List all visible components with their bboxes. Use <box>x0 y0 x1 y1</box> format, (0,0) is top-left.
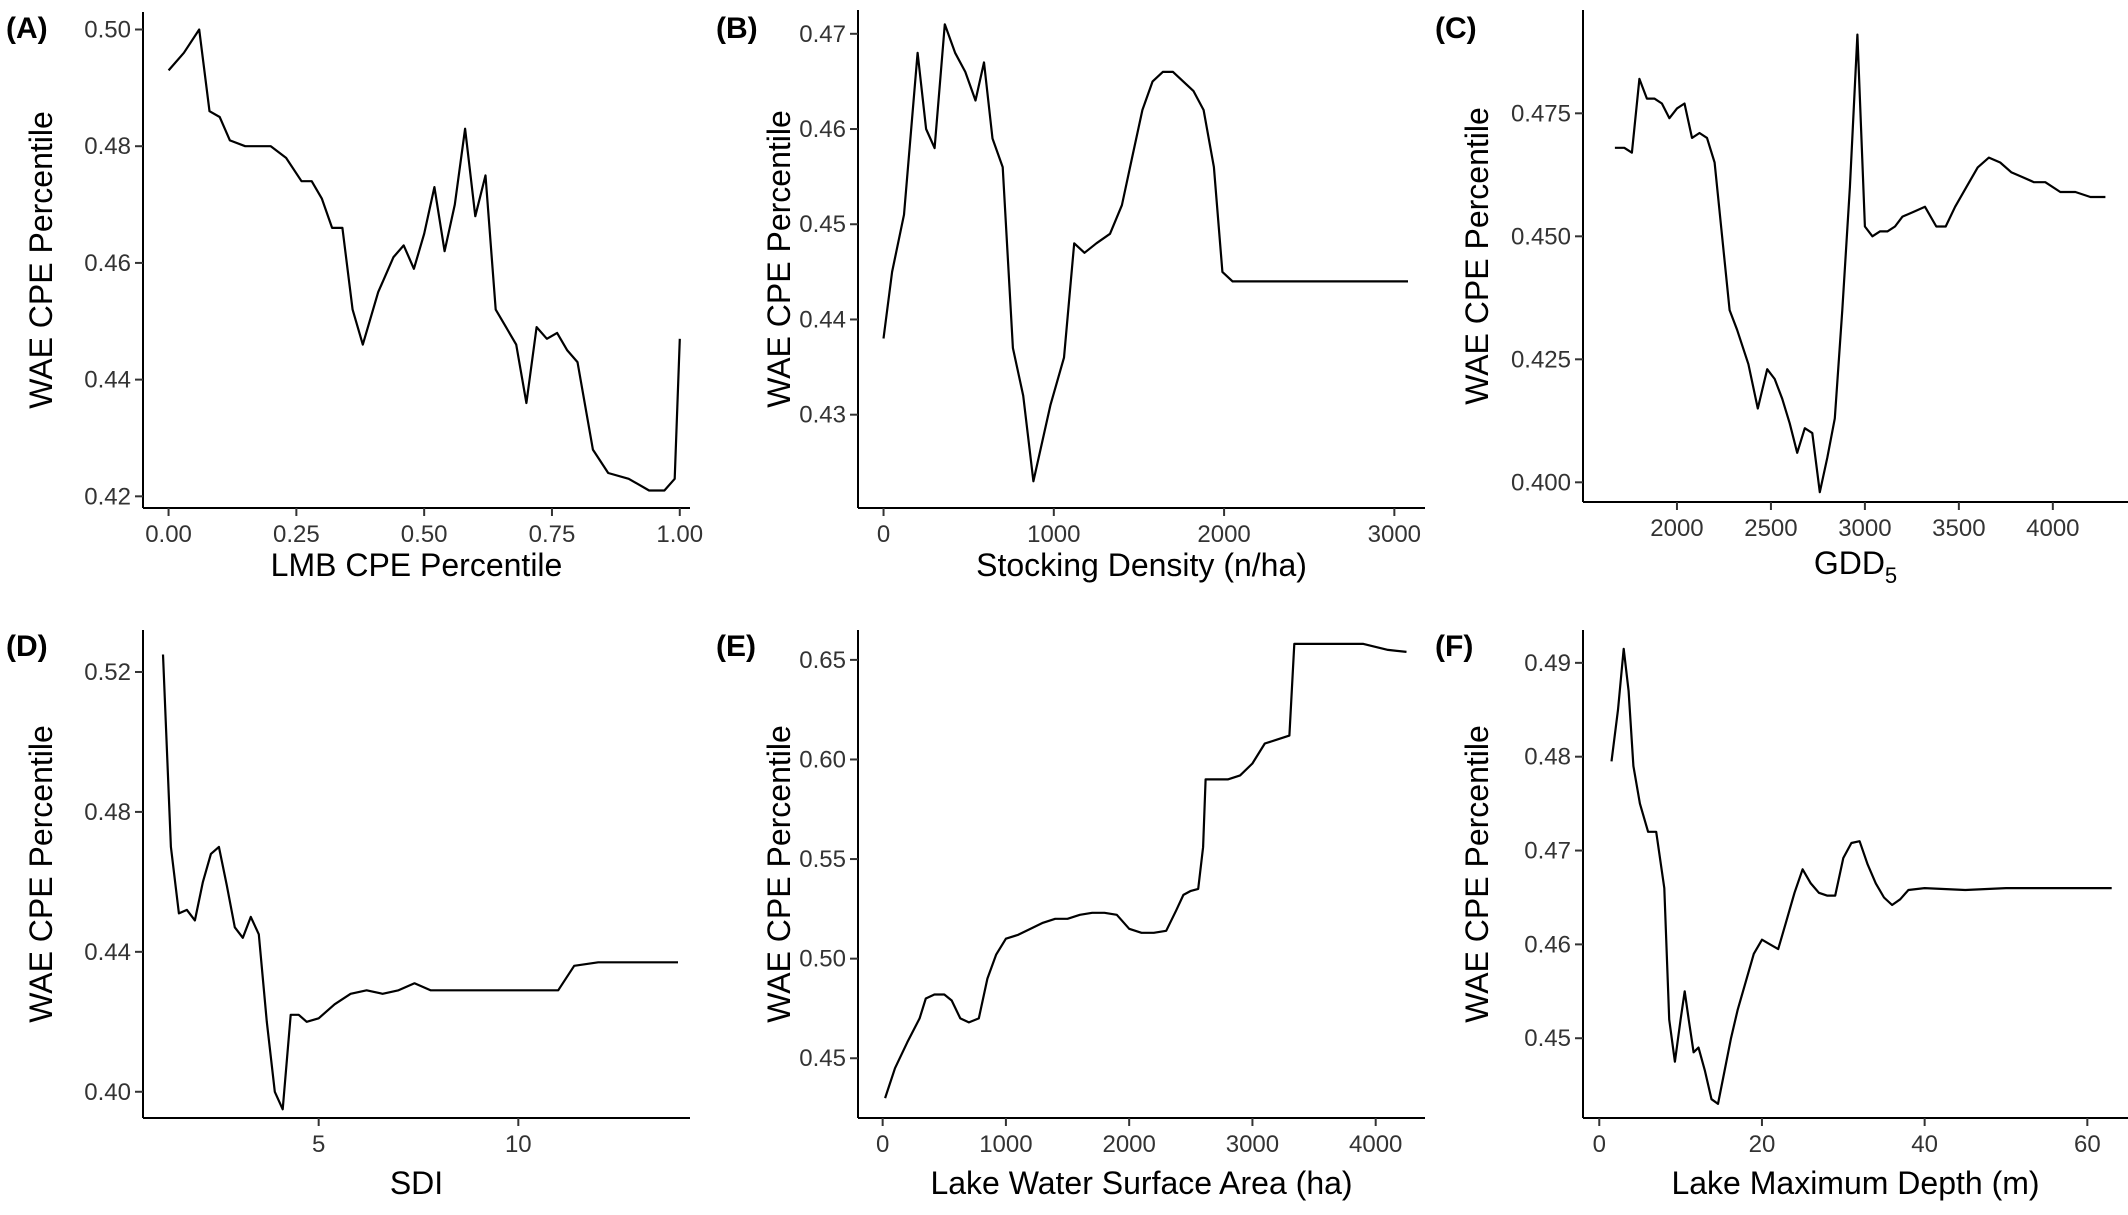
y-tick-label: 0.400 <box>1511 469 1571 496</box>
y-tick-label: 0.48 <box>1524 744 1571 771</box>
x-tick-label: 4000 <box>1349 1131 1402 1158</box>
x-axis-title: LMB CPE Percentile <box>271 547 563 583</box>
x-axis-title-text: SDI <box>390 1165 443 1201</box>
x-tick-label: 3500 <box>1932 515 1985 542</box>
panel-label: (E) <box>716 630 756 663</box>
y-tick-label: 0.475 <box>1511 100 1571 127</box>
x-axis-title: SDI <box>390 1165 443 1201</box>
x-axis-title-text: LMB CPE Percentile <box>271 547 563 583</box>
y-axis-title: WAE CPE Percentile <box>23 111 59 409</box>
series-line <box>1610 647 2112 1106</box>
panel-1: (A) 0.42 0.44 0.46 0.48 0.50 0.00 0.25 0.50 0.75 1… <box>6 12 703 583</box>
x-tick-label: 0.00 <box>145 521 192 548</box>
y-tick-label: 0.425 <box>1511 346 1571 373</box>
series-line <box>167 28 681 492</box>
y-tick-label: 0.42 <box>84 483 131 510</box>
y-tick-label: 0.44 <box>84 367 131 394</box>
series-line <box>882 23 1408 483</box>
y-tick-label: 0.45 <box>1524 1025 1571 1052</box>
panel-label: (C) <box>1435 12 1477 45</box>
y-tick-label: 0.48 <box>84 133 131 160</box>
panel-label: (B) <box>716 12 758 45</box>
y-tick-label: 0.44 <box>799 306 846 333</box>
y-tick-label: 0.52 <box>84 659 131 686</box>
y-tick-label: 0.46 <box>1524 931 1571 958</box>
x-tick-label: 4000 <box>2026 515 2079 542</box>
y-tick-label: 0.50 <box>84 17 131 44</box>
x-tick-label: 1.00 <box>656 521 703 548</box>
panel-label: (A) <box>6 12 48 45</box>
panel-6: (F) 0.45 0.46 0.47 0.48 0.49 0 20 40 60 Lake Maxim… <box>1435 630 2128 1201</box>
panel-4: (D) 0.40 0.44 0.48 0.52 5 10 SDI WAE CPE Percent… <box>6 630 690 1201</box>
y-tick-label: 0.47 <box>799 21 846 48</box>
x-tick-label: 1000 <box>1027 521 1080 548</box>
x-axis-title-text: Lake Water Surface Area (ha) <box>930 1165 1352 1201</box>
panel-3: (C) 0.400 0.425 0.450 0.475 2000 2500 3000 3500 4… <box>1435 10 2128 588</box>
panel-label: (D) <box>6 630 48 663</box>
x-axis-title: GDD5 <box>1814 545 1897 588</box>
x-tick-label: 0.75 <box>529 521 576 548</box>
x-axis-title-subscript: 5 <box>1885 563 1897 588</box>
x-tick-label: 0 <box>1593 1131 1606 1158</box>
y-tick-label: 0.450 <box>1511 223 1571 250</box>
x-tick-label: 3000 <box>1368 521 1421 548</box>
x-tick-label: 0.50 <box>401 521 448 548</box>
x-tick-label: 2000 <box>1650 515 1703 542</box>
x-tick-label: 2000 <box>1102 1131 1155 1158</box>
y-tick-label: 0.45 <box>799 1045 846 1072</box>
y-tick-label: 0.60 <box>799 746 846 773</box>
y-axis-title: WAE CPE Percentile <box>1459 725 1495 1023</box>
x-tick-label: 5 <box>312 1131 325 1158</box>
y-tick-label: 0.55 <box>799 846 846 873</box>
x-tick-label: 0 <box>876 1131 889 1158</box>
x-axis-title-text: GDD <box>1814 545 1885 581</box>
y-axis-title: WAE CPE Percentile <box>761 110 797 408</box>
y-tick-label: 0.46 <box>799 116 846 143</box>
x-axis-title-text: Stocking Density (n/ha) <box>976 547 1307 583</box>
x-tick-label: 3000 <box>1838 515 1891 542</box>
x-tick-label: 0.25 <box>273 521 320 548</box>
panel-label: (F) <box>1435 630 1473 663</box>
x-axis-title: Lake Water Surface Area (ha) <box>930 1165 1352 1201</box>
x-axis-title: Stocking Density (n/ha) <box>976 547 1307 583</box>
y-tick-label: 0.46 <box>84 250 131 277</box>
series-line <box>1614 33 2106 494</box>
x-tick-label: 10 <box>505 1131 532 1158</box>
y-axis-title: WAE CPE Percentile <box>23 725 59 1023</box>
y-tick-label: 0.45 <box>799 211 846 238</box>
x-tick-label: 1000 <box>979 1131 1032 1158</box>
y-tick-label: 0.40 <box>84 1079 131 1106</box>
y-axis-title: WAE CPE Percentile <box>1459 107 1495 405</box>
x-tick-label: 60 <box>2074 1131 2101 1158</box>
x-axis-title: Lake Maximum Depth (m) <box>1671 1165 2039 1201</box>
y-tick-label: 0.44 <box>84 939 131 966</box>
x-tick-label: 2500 <box>1744 515 1797 542</box>
x-tick-label: 20 <box>1749 1131 1776 1158</box>
y-tick-label: 0.47 <box>1524 838 1571 865</box>
y-tick-label: 0.48 <box>84 799 131 826</box>
panel-2: (B) 0.43 0.44 0.45 0.46 0.47 0 1000 2000 3000 Stoc… <box>716 10 1425 583</box>
y-tick-label: 0.49 <box>1524 650 1571 677</box>
x-tick-label: 3000 <box>1226 1131 1279 1158</box>
series-line <box>884 642 1407 1099</box>
y-tick-label: 0.50 <box>799 946 846 973</box>
y-tick-label: 0.65 <box>799 647 846 674</box>
panel-5: (E) 0.45 0.50 0.55 0.60 0.65 0 1000 2000 3000 4000… <box>716 630 1425 1201</box>
series-line <box>161 654 678 1111</box>
x-tick-label: 2000 <box>1197 521 1250 548</box>
x-tick-label: 0 <box>877 521 890 548</box>
y-axis-title: WAE CPE Percentile <box>761 725 797 1023</box>
x-axis-title-text: Lake Maximum Depth (m) <box>1671 1165 2039 1201</box>
y-tick-label: 0.43 <box>799 402 846 429</box>
x-tick-label: 40 <box>1911 1131 1938 1158</box>
